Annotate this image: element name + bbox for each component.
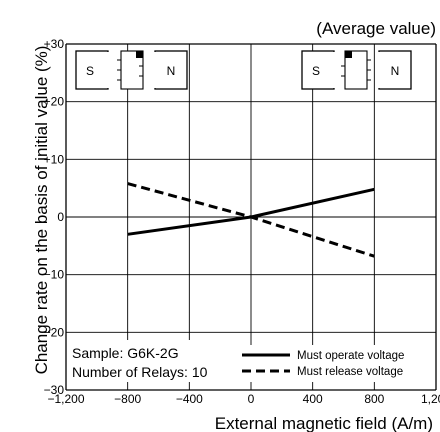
relays-note: Number of Relays: 10	[72, 364, 208, 380]
sample-note: Sample: G6K-2G	[72, 345, 179, 361]
y-tick-label: +30	[44, 37, 65, 51]
x-tick-label: −800	[114, 392, 141, 406]
y-tick-label: +10	[44, 152, 65, 166]
y-tick-label: +20	[44, 95, 65, 109]
y-tick-labels: +30 +20 +10 0 −10 −20 −30	[44, 37, 65, 397]
legend: Must operate voltage Must release voltage	[242, 350, 404, 378]
y-tick-label: −10	[44, 268, 65, 282]
south-magnet-label-left: S	[86, 64, 94, 78]
x-tick-label: −400	[176, 392, 203, 406]
x-tick-label: 1,200	[421, 392, 440, 406]
series-line-dashed	[127, 182, 375, 258]
chart-subtitle: (Average value)	[316, 19, 436, 38]
x-tick-label: 0	[248, 392, 255, 406]
x-tick-label: 800	[364, 392, 384, 406]
y-tick-label: −30	[44, 383, 65, 397]
series-lines	[127, 182, 375, 258]
magnet-diagram-right: S N	[301, 50, 412, 90]
x-tick-labels: −1,200 −800 −400 0 400 800 1,200	[47, 392, 440, 406]
magnet-diagram-left: S N	[75, 50, 188, 90]
y-axis-title: Change rate on the basis of initial valu…	[32, 46, 51, 375]
legend-label: Must release voltage	[297, 366, 403, 378]
x-axis-title: External magnetic field (A/m)	[215, 414, 433, 432]
y-tick-label: −20	[44, 325, 65, 339]
north-magnet-label-left: N	[167, 64, 176, 78]
legend-label: Must operate voltage	[297, 350, 404, 362]
x-tick-label: 400	[303, 392, 323, 406]
x-tick-label: −1,200	[47, 392, 84, 406]
north-magnet-label-right: N	[391, 64, 400, 78]
south-magnet-label-right: S	[312, 64, 320, 78]
y-tick-label: 0	[57, 210, 64, 224]
